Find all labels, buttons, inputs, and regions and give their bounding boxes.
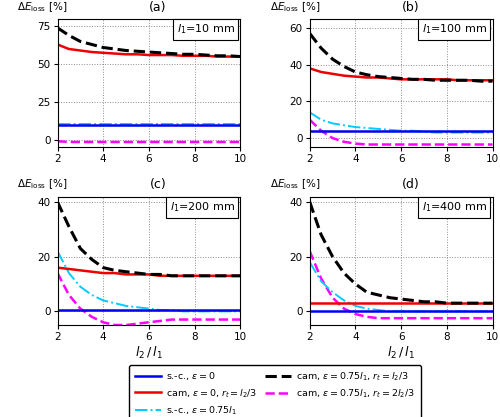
Text: $\Delta E_\mathrm{loss}$ [%]: $\Delta E_\mathrm{loss}$ [%]	[18, 178, 68, 191]
Text: (c): (c)	[150, 178, 166, 191]
Text: $l_1$=10 mm: $l_1$=10 mm	[176, 23, 235, 36]
Text: $\Delta E_\mathrm{loss}$ [%]: $\Delta E_\mathrm{loss}$ [%]	[18, 0, 68, 14]
Text: $l_1$=100 mm: $l_1$=100 mm	[422, 23, 487, 36]
Text: (d): (d)	[402, 178, 419, 191]
Legend: s.-c., $\varepsilon = 0$, cam, $\varepsilon = 0$, $r_t = l_2/3$, s.-c., $\vareps: s.-c., $\varepsilon = 0$, cam, $\varepsi…	[130, 364, 420, 417]
Text: $\Delta E_\mathrm{loss}$ [%]: $\Delta E_\mathrm{loss}$ [%]	[270, 0, 320, 14]
X-axis label: $l_2\,/\,l_1$: $l_2\,/\,l_1$	[135, 345, 163, 361]
Text: (b): (b)	[402, 0, 419, 14]
Text: $l_1$=200 mm: $l_1$=200 mm	[170, 201, 235, 214]
Text: (a): (a)	[150, 0, 167, 14]
Text: $l_1$=400 mm: $l_1$=400 mm	[422, 201, 487, 214]
X-axis label: $l_2\,/\,l_1$: $l_2\,/\,l_1$	[387, 345, 415, 361]
Text: $\Delta E_\mathrm{loss}$ [%]: $\Delta E_\mathrm{loss}$ [%]	[270, 178, 320, 191]
